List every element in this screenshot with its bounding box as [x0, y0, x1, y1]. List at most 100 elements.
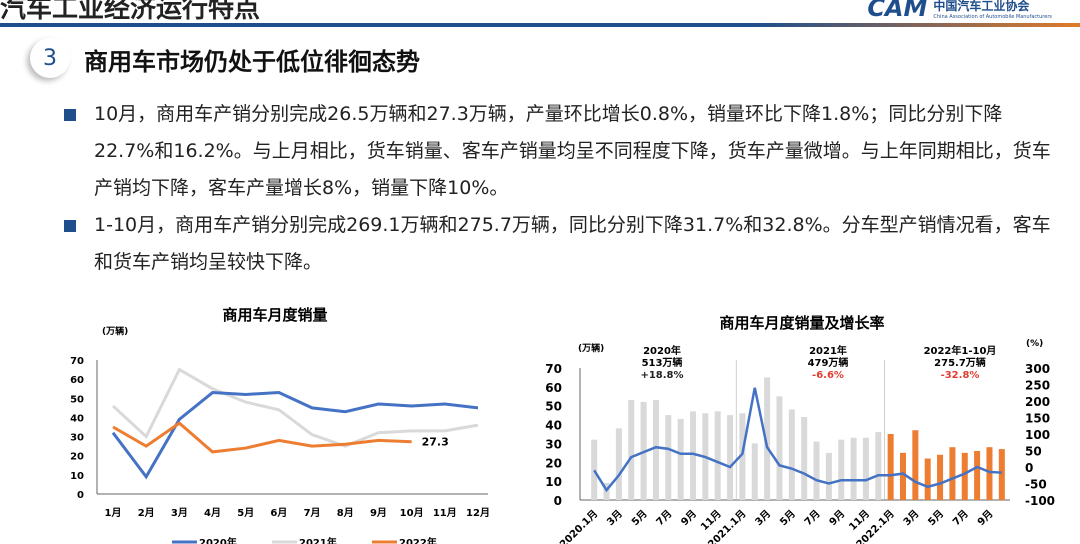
sales-bar	[690, 411, 696, 500]
x-tick-label: 4月	[204, 507, 221, 519]
x-tick-label: 11月	[433, 507, 457, 519]
x-tick-label: 7月	[802, 508, 822, 528]
y-tick-label-left: 30	[545, 437, 562, 451]
sales-bar	[961, 452, 968, 500]
annotation-growth: -6.6%	[812, 370, 844, 381]
y-tick-label-left: 0	[554, 494, 562, 508]
sales-bar	[900, 452, 906, 500]
bullet-item: 1-10月，商用车产销分别完成269.1万辆和275.7万辆，同比分别下降31.…	[62, 207, 1052, 281]
header-divider	[0, 23, 1080, 27]
sales-bar	[986, 447, 993, 500]
y-tick-label: 50	[70, 394, 84, 405]
y-tick-label-left: 50	[545, 400, 562, 414]
bullet-list: 10月，商用车产销分别完成26.5万辆和27.3万辆，产量环比增长0.8%，销量…	[62, 96, 1052, 281]
y-axis-label-right: (%)	[1026, 339, 1043, 349]
sales-bar	[739, 413, 746, 500]
y-tick-label: 70	[70, 356, 84, 367]
legend-label: 2020年	[199, 536, 237, 544]
x-tick-label: 9月	[827, 508, 847, 528]
series-line-2021年	[111, 367, 479, 448]
sales-growth-combo-chart: 商用车月度销量及增长率 (万辆) (%) 0 10 20 30 40 50 60 70 -100 -50…	[545, 314, 1055, 544]
sales-bar	[665, 415, 672, 500]
x-tick-label: 6月	[270, 507, 287, 519]
y-tick-label-right: 250	[1025, 379, 1050, 393]
sales-bar	[825, 452, 832, 500]
sales-bar	[850, 437, 857, 500]
x-tick-label: 9月	[679, 508, 699, 528]
annotation-period: 2021年	[809, 344, 847, 357]
sales-bar	[801, 417, 808, 500]
annotation-growth: +18.8%	[640, 370, 683, 381]
monthly-sales-line-chart: 商用车月度销量 (万辆) 0 10 20 30 40 50 60 70 1月 2月 3月 4月 5月 6月 7月…	[70, 306, 490, 544]
y-tick-label-left: 20	[545, 456, 562, 470]
y-tick-label-left: 40	[545, 419, 562, 433]
annotation-growth: -32.8%	[941, 370, 980, 381]
x-tick-label: 9月	[370, 507, 387, 519]
logo-en: China Association of Automobile Manufact…	[933, 13, 1052, 20]
sales-bar	[788, 409, 795, 500]
x-tick-label: 7月	[950, 508, 970, 528]
legend-label: 2021年	[299, 536, 337, 544]
annotation-period: 2020年	[643, 344, 681, 357]
sales-bar	[591, 439, 598, 500]
y-tick-label: 40	[70, 413, 84, 424]
sales-bar	[714, 411, 721, 500]
y-tick-label-right: 150	[1025, 412, 1050, 426]
annotation-volume: 275.7万辆	[934, 356, 986, 369]
x-tick-label: 7月	[304, 507, 321, 519]
y-tick-label-right: 50	[1025, 445, 1042, 459]
y-tick-label: 60	[70, 375, 84, 386]
y-tick-label-right: -50	[1025, 478, 1047, 492]
chart-title: 商用车月度销量	[222, 306, 327, 324]
series-line-2022年	[112, 421, 412, 454]
annotation-volume: 513万辆	[642, 356, 683, 369]
x-tick-label: 5月	[926, 508, 946, 528]
logo-cn: 中国汽车工业协会	[933, 0, 1030, 13]
bullet-item: 10月，商用车产销分别完成26.5万辆和27.3万辆，产量环比增长0.8%，销量…	[62, 96, 1052, 207]
growth-rate-line	[593, 387, 1002, 493]
chart-title: 商用车月度销量及增长率	[719, 314, 884, 332]
y-tick-label: 20	[70, 452, 84, 463]
y-tick-label-left: 70	[545, 362, 562, 376]
logo-mark: CAM	[867, 0, 928, 22]
y-tick-label-right: 0	[1025, 461, 1033, 475]
sales-bar	[652, 400, 659, 500]
x-tick-label: 3月	[901, 508, 921, 528]
y-axis-label-left: (万辆)	[578, 342, 604, 354]
legend-label: 2022年	[399, 536, 437, 544]
sales-bar	[974, 450, 981, 500]
y-tick-label-right: -100	[1025, 494, 1055, 508]
x-tick-label: 2月	[138, 507, 155, 519]
x-tick-label: 1月	[105, 507, 122, 519]
sales-bar	[764, 377, 771, 500]
x-tick-label: 3月	[753, 508, 773, 528]
data-label: 27.3	[422, 436, 449, 449]
y-tick-label-left: 10	[545, 475, 562, 489]
series-line-2020年	[111, 391, 479, 480]
x-tick-label: 2020.1月	[557, 508, 600, 544]
x-tick-label: 7月	[654, 508, 674, 528]
y-tick-label: 0	[77, 490, 84, 501]
sales-bar	[628, 400, 635, 500]
x-tick-label: 9月	[975, 508, 995, 528]
x-tick-label: 3月	[171, 507, 188, 519]
sales-bar	[912, 430, 919, 500]
sales-bar	[924, 458, 931, 500]
x-tick-label: 5月	[629, 508, 649, 528]
sales-bar	[813, 441, 820, 500]
sales-bar	[776, 396, 783, 500]
sales-bar	[838, 439, 845, 500]
x-tick-label: 10月	[400, 507, 424, 519]
section-number: 3	[30, 38, 70, 78]
y-tick-label-right: 100	[1025, 428, 1050, 442]
section-title: 商用车市场仍处于低位徘徊态势	[84, 48, 420, 76]
x-tick-label: 8月	[337, 507, 354, 519]
x-tick-label: 5月	[237, 507, 254, 519]
y-tick-label: 10	[70, 471, 84, 482]
annotation-period: 2022年1-10月	[924, 344, 997, 357]
y-tick-label-left: 60	[545, 381, 562, 395]
y-axis-label: (万辆)	[102, 325, 128, 337]
logo: CAM 中国汽车工业协会 China Association of Automo…	[867, 0, 1052, 22]
y-tick-label: 30	[70, 433, 84, 444]
sales-bar	[751, 443, 758, 500]
